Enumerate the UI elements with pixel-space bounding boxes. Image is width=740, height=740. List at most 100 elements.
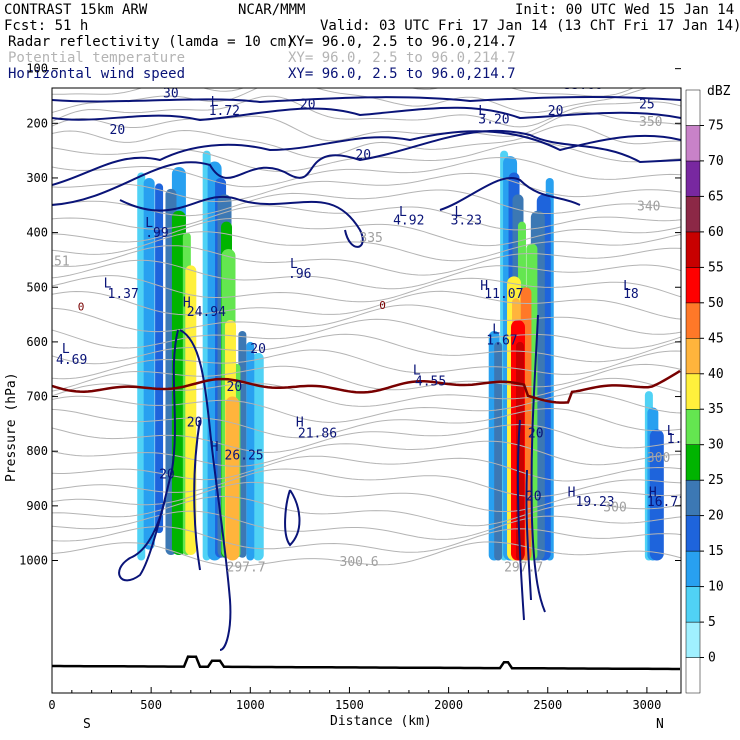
theta-contour xyxy=(52,495,681,527)
x-axis: 0 500 1000 1500 2000 2500 3000 xyxy=(48,687,668,712)
theta-contour xyxy=(52,333,681,365)
colorbar-label: 25 xyxy=(708,473,724,488)
reflectivity-cell-a xyxy=(137,167,197,561)
wind-label-extremum: L xyxy=(623,279,631,294)
theta-contour xyxy=(52,259,681,290)
wind-label-contour: 20 xyxy=(227,380,243,395)
zero-theta-line xyxy=(52,369,681,404)
wind-label-value: 16.71 xyxy=(647,495,686,510)
colorbar-swatch xyxy=(685,408,701,445)
y-tick-label: 100 xyxy=(26,62,48,76)
x-tick-label: 2500 xyxy=(533,698,562,712)
forecast-hour: Fcst: 51 h xyxy=(4,18,88,34)
wind-contour xyxy=(179,329,232,651)
colorbar-label: 50 xyxy=(708,296,724,311)
colorbar-unit: dBZ xyxy=(707,84,731,99)
wind-label-value: 3.20 xyxy=(478,112,509,127)
wind-label-contour: 20 xyxy=(300,98,316,113)
colorbar-swatch xyxy=(685,231,701,268)
colorbar-swatch xyxy=(685,515,701,552)
reflectivity-column xyxy=(515,341,524,561)
x-tick-label: 2000 xyxy=(434,698,463,712)
theta-contour xyxy=(52,231,681,262)
theta-contour xyxy=(52,349,681,380)
colorbar-swatch xyxy=(685,586,701,623)
colorbar-swatch xyxy=(685,125,701,162)
field-wind-name: Horizontal wind speed xyxy=(8,66,185,82)
wind-contour xyxy=(284,489,301,547)
reflectivity-shading xyxy=(137,150,664,561)
end-label-south: S xyxy=(83,717,91,732)
theta-contour xyxy=(52,423,681,453)
wind-label-value: 4.69 xyxy=(56,353,87,368)
colorbar-swatch xyxy=(685,267,701,304)
x-tick-label: 3000 xyxy=(632,698,661,712)
theta-contour xyxy=(52,541,681,567)
theta-label: 297.7 xyxy=(227,560,266,575)
colorbar-label: 20 xyxy=(708,509,724,524)
field-theta-xy: XY= 96.0, 2.5 to 96.0,214.7 xyxy=(288,50,516,66)
wind-label-extremum: H xyxy=(568,486,576,501)
colorbar-swatch xyxy=(685,621,701,658)
wind-label-contour: 20 xyxy=(110,123,126,138)
wind-label-value: 18 xyxy=(623,287,639,302)
header: CONTRAST 15km ARW NCAR/MMM Init: 00 UTC … xyxy=(4,2,740,82)
wind-contour xyxy=(52,106,681,122)
theta-contour xyxy=(52,275,681,303)
terrain-line xyxy=(52,655,680,671)
colorbar-label: 45 xyxy=(708,331,724,346)
theta-contour xyxy=(52,172,681,203)
wind-label-contour: 20 xyxy=(159,468,175,483)
wind-label-contour: 25 xyxy=(639,98,655,113)
theta-contour xyxy=(52,218,681,247)
wind-label-value: 1.67 xyxy=(486,334,517,349)
colorbar-swatch xyxy=(685,338,701,375)
colorbar-label: 15 xyxy=(708,544,724,559)
field-wind-xy: XY= 96.0, 2.5 to 96.0,214.7 xyxy=(288,66,516,82)
wind-label-value: 21.86 xyxy=(298,427,337,442)
reflectivity-column xyxy=(143,177,155,550)
init-time: Init: 00 UTC Wed 15 Jan 14 xyxy=(515,2,734,18)
wind-label-extremum: L xyxy=(145,216,153,231)
colorbar-swatch xyxy=(685,550,701,587)
colorbar-label: 65 xyxy=(708,189,724,204)
reflectivity-column xyxy=(137,172,146,561)
wind-label-extremum: H xyxy=(296,416,304,431)
colorbar-label: 60 xyxy=(708,225,724,240)
theta-contour xyxy=(52,510,681,540)
wind-label-contour: 20 xyxy=(355,148,371,163)
wind-label-extremum: L xyxy=(399,205,407,220)
theta-contour xyxy=(52,440,681,467)
wind-label-extremum: L xyxy=(211,95,219,110)
wind-contour xyxy=(119,195,364,248)
wind-contour xyxy=(530,314,546,613)
colorbar-swatch xyxy=(685,479,701,516)
theta-label: 300.6 xyxy=(340,555,379,570)
model-title: CONTRAST 15km ARW xyxy=(4,2,148,18)
x-axis-label: Distance (km) xyxy=(330,714,432,729)
wind-label-extremum: L xyxy=(62,342,70,357)
x-tick-label: 1000 xyxy=(236,698,265,712)
theta-contour xyxy=(52,245,681,276)
wind-label-extremum: L xyxy=(104,276,112,291)
reflectivity-column xyxy=(155,183,164,534)
y-tick-label: 500 xyxy=(26,280,48,294)
colorbar-swatch xyxy=(685,89,701,126)
colorbar-label: 0 xyxy=(708,651,716,666)
colorbar-label: 10 xyxy=(708,580,724,595)
wind-contour xyxy=(516,419,525,621)
theta-contour xyxy=(52,111,681,142)
theta-contour xyxy=(52,141,681,172)
y-tick-label: 200 xyxy=(26,116,48,130)
theta-label: 297.7 xyxy=(504,560,543,575)
y-tick-label: 800 xyxy=(26,444,48,458)
colorbar-swatch xyxy=(685,444,701,481)
reflectivity-column xyxy=(171,210,186,556)
theta-contour xyxy=(52,392,681,423)
wind-label-contour: 30 xyxy=(163,87,179,102)
colorbar-label: 30 xyxy=(708,438,724,453)
field-reflectivity-name: Radar reflectivity (lamda = 10 cm) xyxy=(8,34,295,50)
wind-label-extremum: L xyxy=(455,205,463,220)
wind-label-value: 19.23 xyxy=(576,495,615,510)
